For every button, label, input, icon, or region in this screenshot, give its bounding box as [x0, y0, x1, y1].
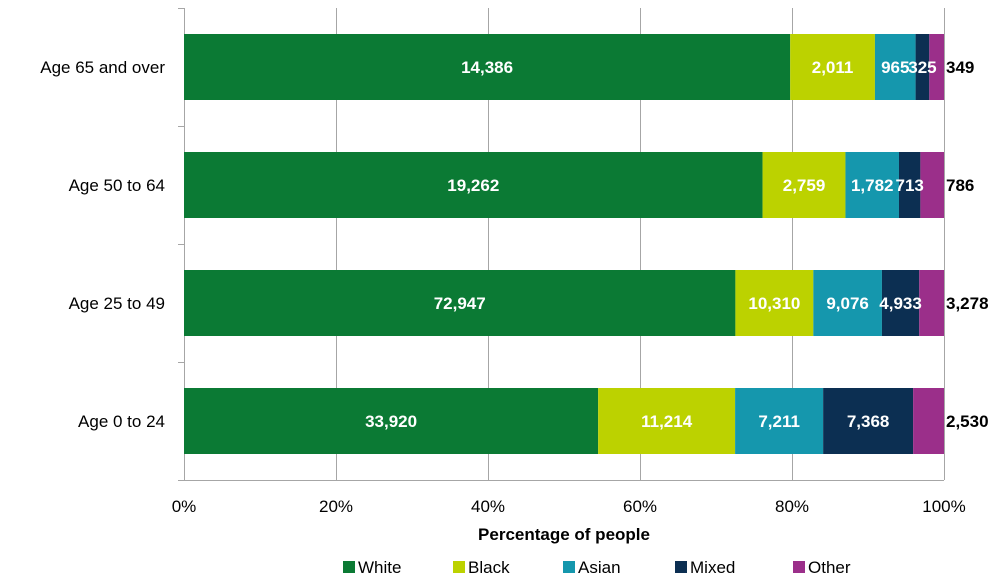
- x-axis-title: Percentage of people: [478, 525, 650, 544]
- category-label: Age 25 to 49: [69, 294, 165, 313]
- axes: 0% 20% 40% 60% 80% 100% Age 65 and over Age 50 …: [40, 8, 966, 516]
- bar-segment-black: [735, 270, 814, 336]
- legend-swatch-asian: [563, 561, 575, 573]
- legend-swatch-other: [793, 561, 805, 573]
- bar-segment-asian: [813, 270, 882, 336]
- bar-segment-white: [184, 34, 791, 100]
- bar-segment-white: [184, 270, 736, 336]
- data-label-mixed: 713: [895, 176, 923, 195]
- x-tick-label: 100%: [922, 497, 965, 516]
- bar-segment-black: [598, 388, 736, 454]
- legend: White Black Asian Mixed Other: [343, 558, 851, 577]
- data-label-asian: 9,076: [826, 294, 869, 313]
- bar-segment-asian: [874, 34, 916, 100]
- bar-segment-asian: [845, 152, 899, 218]
- bar-segment-white: [184, 152, 763, 218]
- legend-label-black: Black: [468, 558, 510, 577]
- data-label-other: 349: [946, 58, 974, 77]
- data-label-black: 10,310: [748, 294, 800, 313]
- bar-segment-white: [184, 388, 599, 454]
- data-label-asian: 965: [881, 58, 909, 77]
- data-label-black: 2,011: [812, 58, 854, 77]
- bar-segment-other: [913, 388, 944, 454]
- bar-segment-other: [920, 152, 944, 218]
- data-label-other: 786: [946, 176, 974, 195]
- category-label: Age 0 to 24: [78, 412, 165, 431]
- data-label-mixed: 7,368: [847, 412, 890, 431]
- category-label: Age 50 to 64: [69, 176, 165, 195]
- bar-segment-mixed: [915, 34, 930, 100]
- bar-segment-mixed: [898, 152, 921, 218]
- bars: [184, 34, 944, 454]
- bar-segment-mixed: [881, 270, 920, 336]
- bar-segment-asian: [735, 388, 824, 454]
- data-label-white: 72,947: [434, 294, 486, 313]
- data-label-black: 2,759: [783, 176, 826, 195]
- data-label-other: 3,278: [946, 294, 989, 313]
- bar-segment-other: [919, 270, 944, 336]
- data-label-mixed: 325: [908, 58, 936, 77]
- x-tick-label: 40%: [471, 497, 505, 516]
- data-label-mixed: 4,933: [879, 294, 922, 313]
- bar-segment-black: [762, 152, 846, 218]
- data-label-white: 33,920: [365, 412, 417, 431]
- data-label-white: 14,386: [461, 58, 513, 77]
- x-tick-label: 0%: [172, 497, 197, 516]
- bar-segment-black: [790, 34, 875, 100]
- bar-segment-other: [929, 34, 944, 100]
- legend-swatch-white: [343, 561, 355, 573]
- legend-swatch-black: [453, 561, 465, 573]
- category-label: Age 65 and over: [40, 58, 165, 77]
- x-tick-label: 80%: [775, 497, 809, 516]
- data-label-black: 11,214: [641, 412, 693, 431]
- legend-label-white: White: [358, 558, 401, 577]
- x-tick-label: 60%: [623, 497, 657, 516]
- data-label-other: 2,530: [946, 412, 989, 431]
- legend-label-mixed: Mixed: [690, 558, 735, 577]
- data-label-asian: 7,211: [758, 412, 800, 431]
- legend-label-asian: Asian: [578, 558, 621, 577]
- x-tick-label: 20%: [319, 497, 353, 516]
- bar-segment-mixed: [823, 388, 914, 454]
- legend-label-other: Other: [808, 558, 851, 577]
- legend-swatch-mixed: [675, 561, 687, 573]
- data-label-asian: 1,782: [851, 176, 894, 195]
- data-label-white: 19,262: [447, 176, 499, 195]
